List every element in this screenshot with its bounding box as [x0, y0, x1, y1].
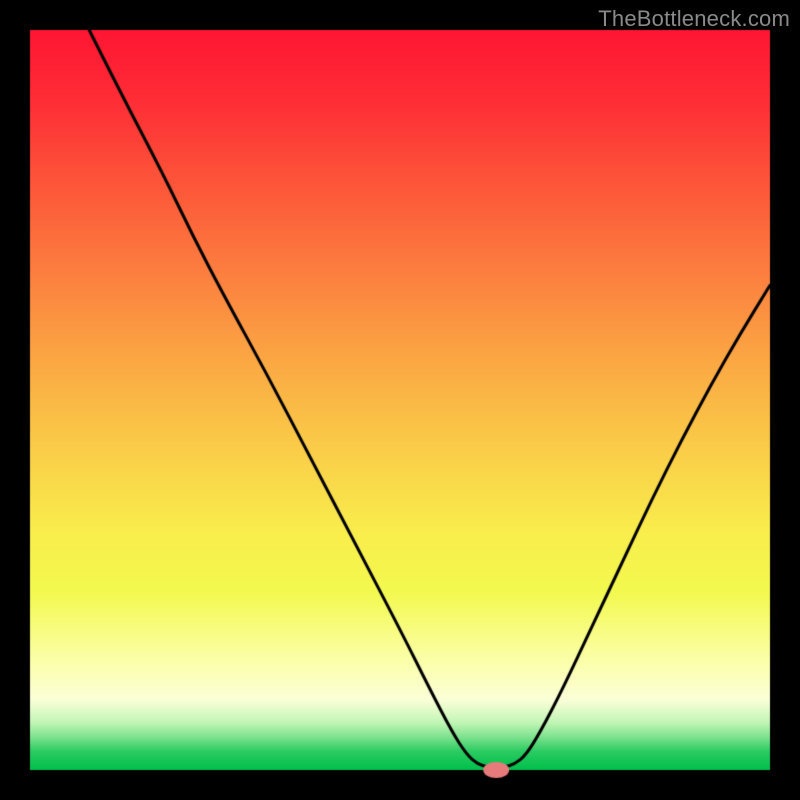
chart-container: TheBottleneck.com [0, 0, 800, 800]
bottleneck-curve-chart [0, 0, 800, 800]
watermark-label: TheBottleneck.com [598, 6, 790, 32]
